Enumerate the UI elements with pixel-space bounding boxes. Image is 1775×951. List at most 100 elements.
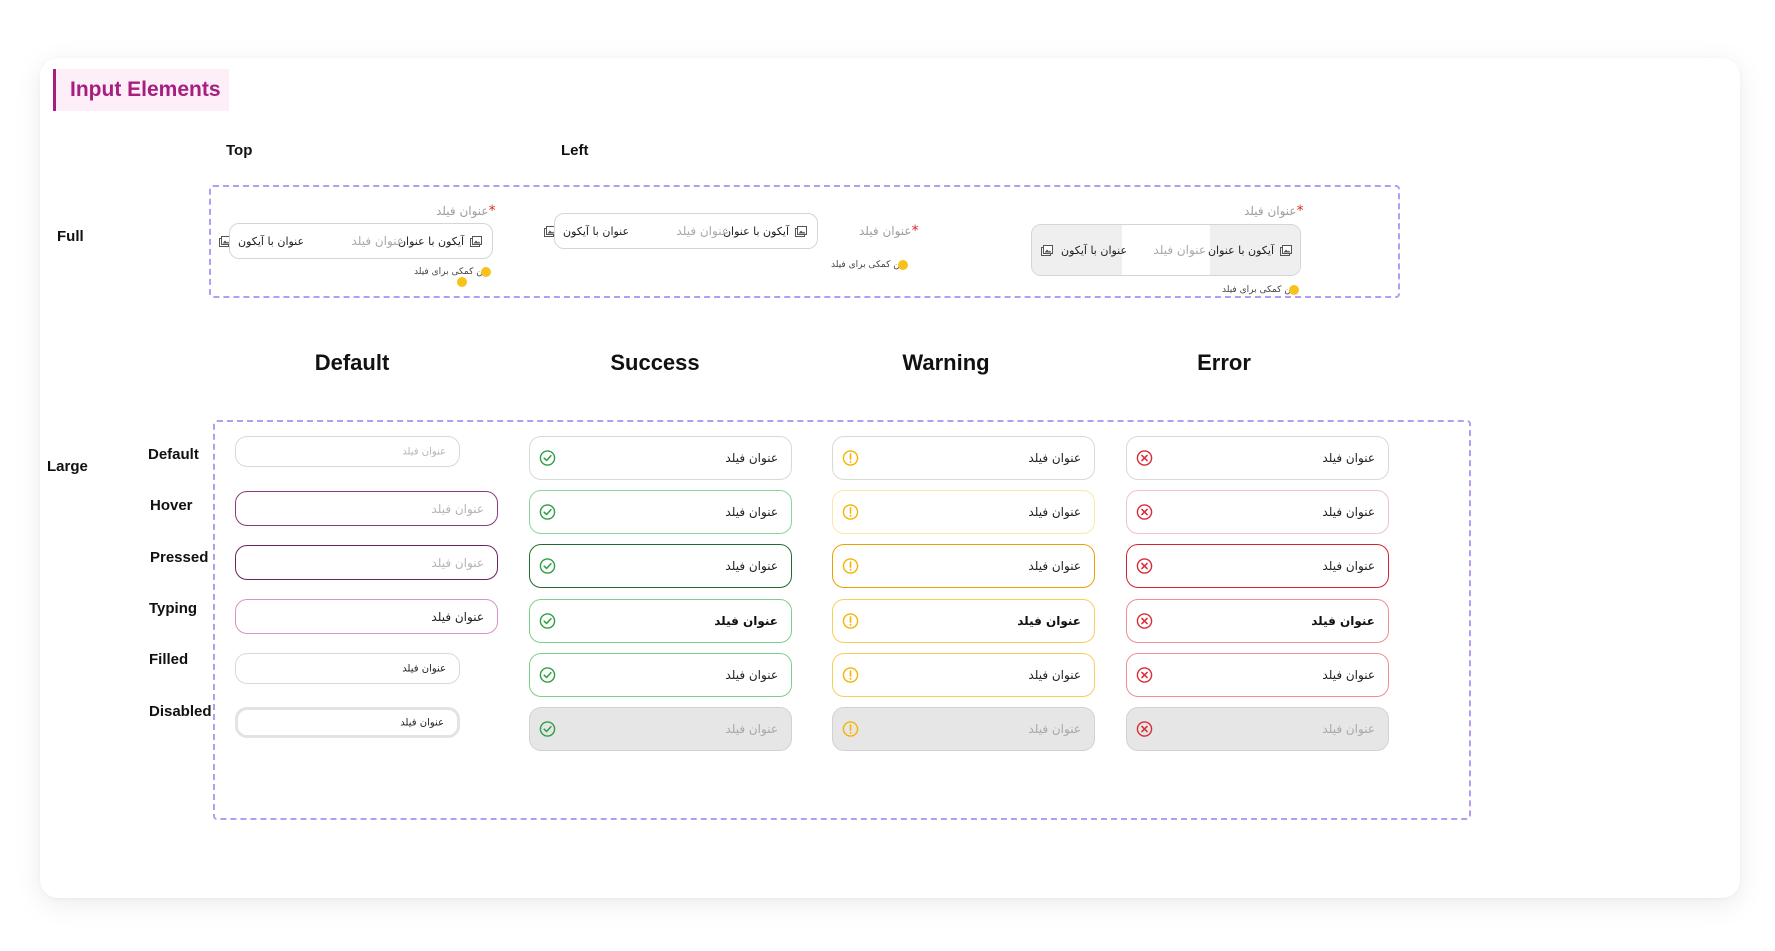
input-success-default[interactable]: عنوان فیلد (529, 436, 792, 480)
icon-with-title-text: آیکون با عنوان (397, 235, 464, 248)
input-warning-filled[interactable]: عنوان فیلد (832, 653, 1095, 697)
input-warning-disabled: عنوان فیلد (832, 707, 1095, 751)
input-value: عنوان فیلد (1322, 505, 1375, 519)
input-warning-pressed[interactable]: عنوان فیلد (832, 544, 1095, 588)
title-with-icon-text: عنوان با آیکون (563, 225, 630, 238)
exclamation-circle-icon (842, 667, 859, 684)
x-circle-icon (1136, 667, 1153, 684)
input-default-hover[interactable]: عنوان فیلد (235, 491, 498, 526)
exclamation-circle-icon (842, 721, 859, 738)
field-title-segmented: *عنوان فیلد (1244, 203, 1304, 219)
input-value: عنوان فیلد (1028, 451, 1081, 465)
column-header-success: Success (610, 350, 700, 375)
input-value: عنوان فیلد (725, 668, 778, 682)
full-field-segmented[interactable]: عنوان با آیکون عنوان فیلد آیکون با عنوان (1031, 224, 1301, 276)
column-header-error: Error (1197, 350, 1251, 375)
input-value: عنوان فیلد (1322, 451, 1375, 465)
image-icon (1280, 245, 1292, 256)
input-placeholder: عنوان فیلد (431, 501, 484, 516)
input-value: عنوان فیلد (725, 722, 778, 736)
field-title-left: *عنوان فیلد (859, 223, 919, 239)
input-warning-hover[interactable]: عنوان فیلد (832, 490, 1095, 534)
exclamation-circle-icon (842, 613, 859, 630)
help-text: متن کمکی برای فیلد (414, 267, 491, 277)
field-title-top: *عنوان فیلد (436, 203, 496, 219)
input-value: عنوان فیلد (1311, 614, 1375, 628)
check-circle-icon (539, 721, 556, 738)
label-top: Top (226, 142, 253, 159)
icon-with-title-text: آیکون با عنوان (722, 225, 789, 238)
input-success-disabled: عنوان فیلد (529, 707, 792, 751)
label-left: Left (561, 142, 589, 159)
input-value: عنوان فیلد (431, 609, 484, 624)
input-error-default[interactable]: عنوان فیلد (1126, 436, 1389, 480)
field-placeholder: عنوان فیلد (676, 224, 729, 238)
input-success-hover[interactable]: عنوان فیلد (529, 490, 792, 534)
input-error-disabled: عنوان فیلد (1126, 707, 1389, 751)
field-title-text: عنوان فیلد (859, 224, 912, 238)
input-error-pressed[interactable]: عنوان فیلد (1126, 544, 1389, 588)
field-title-text: عنوان فیلد (436, 204, 489, 218)
exclamation-circle-icon (842, 450, 859, 467)
state-label-pressed: Pressed (150, 549, 209, 566)
input-error-hover[interactable]: عنوان فیلد (1126, 490, 1389, 534)
input-value: عنوان فیلد (725, 505, 778, 519)
input-warning-default[interactable]: عنوان فیلد (832, 436, 1095, 480)
check-circle-icon (539, 450, 556, 467)
title-with-icon-text: عنوان با آیکون (1061, 244, 1128, 257)
input-default-typing[interactable]: عنوان فیلد (235, 599, 498, 634)
input-placeholder: عنوان فیلد (431, 555, 484, 570)
input-value: عنوان فیلد (1028, 505, 1081, 519)
title-with-icon-text: عنوان با آیکون (238, 235, 305, 248)
input-success-pressed[interactable]: عنوان فیلد (529, 544, 792, 588)
help-text: متن کمکی برای فیلد (1222, 285, 1299, 295)
field-placeholder: عنوان فیلد (351, 234, 404, 248)
input-value: عنوان فیلد (1322, 559, 1375, 573)
title-with-icon-segment[interactable]: عنوان با آیکون (1032, 225, 1127, 275)
state-label-hover: Hover (150, 497, 193, 514)
input-value: عنوان فیلد (1322, 722, 1375, 736)
input-success-filled[interactable]: عنوان فیلد (529, 653, 792, 697)
input-default-filled[interactable]: عنوان فیلد (235, 653, 460, 684)
field-placeholder: عنوان فیلد (1153, 243, 1206, 257)
column-header-warning: Warning (902, 350, 990, 375)
state-label-typing: Typing (149, 600, 198, 617)
state-label-disabled: Disabled (149, 703, 212, 720)
x-circle-icon (1136, 558, 1153, 575)
input-error-filled[interactable]: عنوان فیلد (1126, 653, 1389, 697)
large-states-frame (213, 420, 1471, 820)
label-large: Large (47, 458, 88, 475)
help-info-icon (1289, 285, 1299, 295)
input-warning-typing[interactable]: عنوان فیلد (832, 599, 1095, 643)
x-circle-icon (1136, 450, 1153, 467)
input-default-pressed[interactable]: عنوان فیلد (235, 545, 498, 580)
full-variants-frame (209, 185, 1400, 298)
x-circle-icon (1136, 504, 1153, 521)
input-value: عنوان فیلد (714, 614, 778, 628)
input-success-typing[interactable]: عنوان فیلد (529, 599, 792, 643)
x-circle-icon (1136, 721, 1153, 738)
image-icon (470, 236, 482, 247)
input-error-typing[interactable]: عنوان فیلد (1126, 599, 1389, 643)
check-circle-icon (539, 558, 556, 575)
section-title: Input Elements (70, 78, 221, 101)
exclamation-circle-icon (842, 504, 859, 521)
full-field-top[interactable]: آیکون با عنوان عنوان فیلد عنوان با آیکون (229, 223, 493, 259)
input-value: عنوان فیلد (402, 663, 446, 674)
input-value: عنوان فیلد (1028, 559, 1081, 573)
input-default-disabled: عنوان فیلد (235, 707, 460, 738)
x-circle-icon (1136, 613, 1153, 630)
input-value: عنوان فیلد (400, 717, 444, 728)
exclamation-circle-icon (842, 558, 859, 575)
check-circle-icon (539, 613, 556, 630)
full-field-left[interactable]: آیکون با عنوان عنوان فیلد عنوان با آیکون (554, 213, 818, 249)
required-star: * (488, 203, 496, 219)
icon-with-title-segment[interactable]: آیکون با عنوان (1208, 225, 1300, 275)
input-value: عنوان فیلد (725, 451, 778, 465)
label-full: Full (57, 228, 84, 245)
input-default-default[interactable]: عنوان فیلد (235, 436, 460, 467)
image-icon (795, 226, 807, 237)
field-title-text: عنوان فیلد (1244, 204, 1297, 218)
input-value: عنوان فیلد (1017, 614, 1081, 628)
help-info-icon (898, 260, 908, 270)
